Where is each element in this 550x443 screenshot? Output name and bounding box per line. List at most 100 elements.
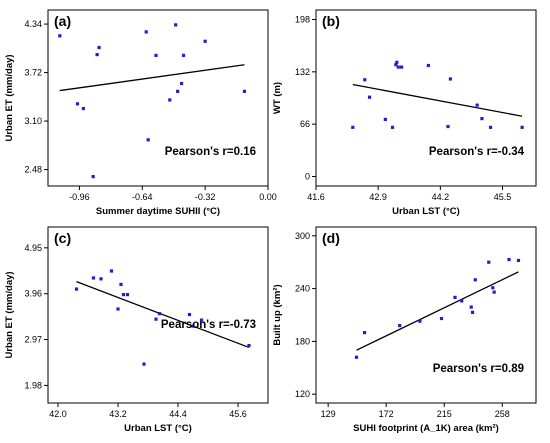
plot-frame <box>315 9 537 187</box>
x-tick-label: -0.96 <box>69 192 90 202</box>
data-point <box>75 102 80 106</box>
data-point <box>480 117 484 121</box>
data-point <box>394 63 398 67</box>
x-tick-label: -0.32 <box>195 192 216 202</box>
x-tick-label: 44.4 <box>169 409 187 419</box>
data-point <box>400 65 404 69</box>
data-point <box>154 317 158 321</box>
y-tick-label: 0 <box>305 171 310 181</box>
correlation-annotation: Pearson's r=0.89 <box>433 363 524 375</box>
plot-frame <box>47 226 269 404</box>
y-tick-label: 132 <box>295 67 310 77</box>
correlation-annotation: Pearson's r=-0.73 <box>161 319 256 331</box>
data-point <box>516 258 521 263</box>
data-point <box>247 343 251 348</box>
y-axis-label: Urban ET (mm/day) <box>4 54 15 141</box>
data-point <box>146 138 150 142</box>
data-point <box>168 98 172 102</box>
data-point <box>418 319 422 323</box>
y-tick-label: 300 <box>295 231 310 241</box>
plot-frame <box>47 9 269 187</box>
x-tick-label: 129 <box>321 409 336 419</box>
y-tick-label: 120 <box>295 389 310 399</box>
x-tick-label: 41.6 <box>307 192 325 202</box>
data-point <box>473 278 477 282</box>
correlation-annotation: Pearson's r=0.16 <box>165 146 256 158</box>
regression-line <box>352 83 523 117</box>
y-tick-label: 4.34 <box>24 19 42 29</box>
x-axis-label: Urban LST (°C) <box>124 423 192 434</box>
correlation-annotation: Pearson's r=-0.34 <box>429 146 525 158</box>
y-tick-label: 3.96 <box>24 289 42 299</box>
data-point <box>520 125 524 129</box>
data-point <box>99 277 103 281</box>
x-tick-label: 42.9 <box>369 192 387 202</box>
panel-label: (c) <box>54 230 71 246</box>
y-tick-label: 2.97 <box>24 335 42 345</box>
y-tick-label: 3.10 <box>24 116 42 126</box>
data-point <box>460 299 464 303</box>
data-point <box>119 282 123 287</box>
data-point <box>383 117 387 122</box>
data-point <box>97 45 101 50</box>
data-point <box>453 295 457 299</box>
data-point <box>95 52 99 57</box>
data-point <box>91 276 96 280</box>
x-axis-label: Urban LST (°C) <box>392 206 460 217</box>
data-point <box>199 318 204 322</box>
x-tick-label: 172 <box>379 409 394 419</box>
y-tick-label: 4.95 <box>24 243 42 253</box>
data-point <box>74 287 79 291</box>
data-point <box>203 39 207 43</box>
data-point <box>142 362 146 366</box>
x-tick-label: 0.00 <box>259 192 277 202</box>
regression-line <box>76 281 250 349</box>
plot-frame <box>315 226 537 404</box>
data-point <box>125 293 130 297</box>
data-point <box>367 95 372 99</box>
data-point <box>144 30 148 34</box>
y-tick-label: 240 <box>295 284 310 294</box>
panel-label: (a) <box>54 13 71 29</box>
data-point <box>58 34 62 38</box>
data-point <box>242 89 247 93</box>
x-tick-label: 42.0 <box>49 409 67 419</box>
data-point <box>426 63 430 68</box>
data-point <box>154 53 158 57</box>
data-point <box>181 53 186 57</box>
x-tick-label: 45.6 <box>229 409 247 419</box>
x-tick-label: 43.2 <box>109 409 127 419</box>
data-point <box>174 23 178 27</box>
y-tick-label: 1.98 <box>24 380 42 390</box>
data-point <box>109 269 114 273</box>
data-point <box>487 260 491 264</box>
x-tick-label: -0.64 <box>132 192 153 202</box>
data-point <box>398 323 402 328</box>
data-point <box>362 331 367 335</box>
data-point <box>157 312 162 316</box>
x-tick-label: 215 <box>437 409 452 419</box>
panel-2: 41.6 42.9 44.2 45.5 0 66 132 198 Urban LST (°C) W… <box>272 9 537 217</box>
x-tick-label: 44.2 <box>432 192 450 202</box>
data-point <box>116 307 120 311</box>
x-axis-label: SUHI footprint (A_1K) area (km²) <box>353 423 499 434</box>
x-tick-label: 45.5 <box>494 192 512 202</box>
y-axis-label: Built up (km²) <box>272 284 283 345</box>
data-point <box>492 290 496 294</box>
regression-line <box>59 64 245 92</box>
panel-1: -0.96 -0.64 -0.32 0.00 2.48 3.10 3.72 4.34 Summe… <box>4 9 277 217</box>
y-axis-label: WT (m) <box>272 82 283 114</box>
data-point <box>176 89 180 93</box>
x-tick-label: 258 <box>495 409 510 419</box>
data-point <box>179 81 184 86</box>
data-point <box>390 125 395 129</box>
panel-4: 129 172 215 258 120 180 240 300 SUHI footprint (… <box>272 226 537 434</box>
y-tick-label: 180 <box>295 336 310 346</box>
data-point <box>354 355 359 359</box>
data-point <box>187 312 192 317</box>
x-axis-label: Summer daytime SUHII (°C) <box>96 206 220 217</box>
y-tick-label: 3.72 <box>24 68 42 78</box>
y-tick-label: 66 <box>300 119 310 129</box>
data-point <box>488 125 493 129</box>
